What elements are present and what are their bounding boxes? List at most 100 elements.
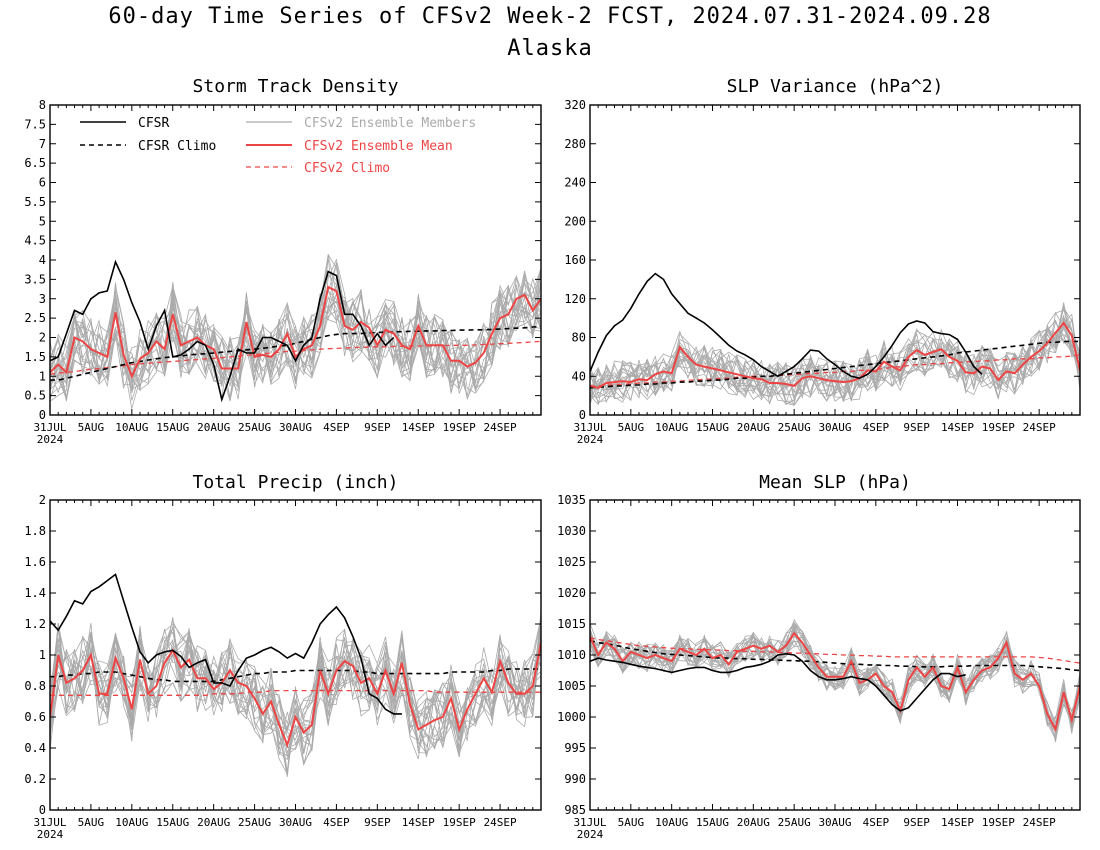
panel-1: Storm Track Density 0 0.5 1 1.5 2 2.5 3 3.5 4 4.5 5… <box>24 76 542 446</box>
member-line <box>50 624 541 750</box>
y-tick-label: 2 <box>39 331 46 345</box>
x-tick-label: 14SEP <box>402 421 435 434</box>
y-tick-label: 1005 <box>557 679 586 693</box>
y-tick-label: 280 <box>564 137 586 151</box>
x-tick-label: 20AUG <box>197 421 230 434</box>
x-year-label: 2024 <box>37 828 64 841</box>
member-line <box>50 616 541 766</box>
member-line <box>590 637 1080 725</box>
y-tick-label: 1015 <box>557 617 586 631</box>
panel-title: Mean SLP (hPa) <box>759 472 911 493</box>
ens-mean-line <box>590 321 1080 389</box>
member-line <box>50 262 541 393</box>
y-tick-label: 4.5 <box>24 234 46 248</box>
y-tick-label: 1020 <box>557 586 586 600</box>
y-tick-label: 0 <box>579 408 586 422</box>
member-line <box>590 629 1080 736</box>
y-tick-label: 7 <box>39 137 46 151</box>
member-line <box>50 273 541 388</box>
legend: CFSR CFSR Climo CFSv2 Ensemble Members CFSv… <box>80 116 476 176</box>
x-tick-label: 14SEP <box>941 816 974 829</box>
cfsr-line <box>50 573 402 715</box>
cfsr-climo-line <box>590 639 1080 672</box>
x-tick-label: 19SEP <box>443 421 476 434</box>
y-tick-label: 4 <box>39 253 46 267</box>
x-tick-label: 30AUG <box>279 816 312 829</box>
x-tick-label: 20AUG <box>737 421 770 434</box>
y-tick-label: 1.5 <box>24 350 46 364</box>
x-tick-label: 25AUG <box>238 816 271 829</box>
x-tick-label: 25AUG <box>778 816 811 829</box>
x-tick-label: 31JUL <box>573 816 606 829</box>
cfsr-line <box>590 272 983 380</box>
member-line <box>590 306 1080 403</box>
x-tick-label: 31JUL <box>33 421 66 434</box>
y-tick-label: 0 <box>39 408 46 422</box>
y-tick-label: 320 <box>564 98 586 112</box>
ensemble-members <box>590 619 1080 743</box>
cfsv2-climo-line <box>590 354 1080 387</box>
figure-subtitle: Alaska <box>507 36 593 61</box>
y-tick-label: 1010 <box>557 648 586 662</box>
x-tick-label: 5AUG <box>618 816 645 829</box>
cfsr-climo-line <box>590 340 1080 389</box>
ens-mean-line <box>50 285 541 379</box>
x-tick-label: 20AUG <box>737 816 770 829</box>
x-tick-label: 19SEP <box>443 816 476 829</box>
y-tick-label: 0 <box>39 803 46 817</box>
y-tick-label: 1.2 <box>24 617 46 631</box>
figure-title: 60-day Time Series of CFSv2 Week-2 FCST,… <box>108 4 992 29</box>
member-line <box>590 624 1080 738</box>
x-tick-label: 24SEP <box>1023 421 1056 434</box>
panel-title: SLP Variance (hPa^2) <box>727 76 944 97</box>
cfsr-climo-line <box>50 668 541 683</box>
y-tick-label: 240 <box>564 176 586 190</box>
x-tick-label: 4SEP <box>863 816 890 829</box>
plot-frame <box>49 499 542 811</box>
cfsr-climo-line <box>50 325 541 381</box>
x-tick-label: 9SEP <box>364 421 391 434</box>
member-line <box>50 254 541 401</box>
ens-mean-line <box>590 631 1080 733</box>
x-tick-label: 24SEP <box>484 421 517 434</box>
panel-2: SLP Variance (hPa^2) 0 40 80 120 160 200 240 280… <box>564 76 1081 446</box>
member-line <box>50 282 541 391</box>
y-tick-label: 0.5 <box>24 389 46 403</box>
legend-label-cfsr: CFSR <box>138 116 169 131</box>
y-tick-label: 0.8 <box>24 679 46 693</box>
x-tick-label: 15AUG <box>156 421 189 434</box>
y-tick-label: 3.5 <box>24 272 46 286</box>
legend-label-members: CFSv2 Ensemble Members <box>304 116 476 131</box>
panel-title: Storm Track Density <box>193 76 399 97</box>
x-tick-label: 19SEP <box>982 816 1015 829</box>
member-line <box>50 293 541 402</box>
member-line <box>590 319 1080 406</box>
x-tick-label: 9SEP <box>903 816 930 829</box>
x-tick-label: 30AUG <box>818 421 851 434</box>
y-tick-label: 1.8 <box>24 524 46 538</box>
y-tick-label: 0.2 <box>24 772 46 786</box>
y-tick-label: 5 <box>39 214 46 228</box>
ensemble-members <box>590 302 1080 407</box>
x-tick-label: 4SEP <box>863 421 890 434</box>
y-tick-label: 160 <box>564 253 586 267</box>
cfsr-line <box>50 259 395 403</box>
y-tick-label: 6.5 <box>24 156 46 170</box>
y-tick-label: 3 <box>39 292 46 306</box>
y-tick-label: 1.6 <box>24 555 46 569</box>
legend-label-cfsr-climo: CFSR Climo <box>138 139 216 154</box>
panel-3: Total Precip (inch) 0 0.2 0.4 0.6 0.8 1 1.2 1.4 1… <box>24 472 542 841</box>
x-tick-label: 9SEP <box>364 816 391 829</box>
y-tick-label: 6 <box>39 176 46 190</box>
x-tick-label: 25AUG <box>778 421 811 434</box>
member-line <box>50 269 541 401</box>
y-tick-label: 1 <box>39 648 46 662</box>
x-tick-label: 24SEP <box>1023 816 1056 829</box>
x-tick-label: 20AUG <box>197 816 230 829</box>
y-tick-label: 7.5 <box>24 117 46 131</box>
x-tick-label: 30AUG <box>818 816 851 829</box>
x-tick-label: 24SEP <box>484 816 517 829</box>
y-tick-label: 200 <box>564 214 586 228</box>
x-tick-label: 5AUG <box>78 816 105 829</box>
